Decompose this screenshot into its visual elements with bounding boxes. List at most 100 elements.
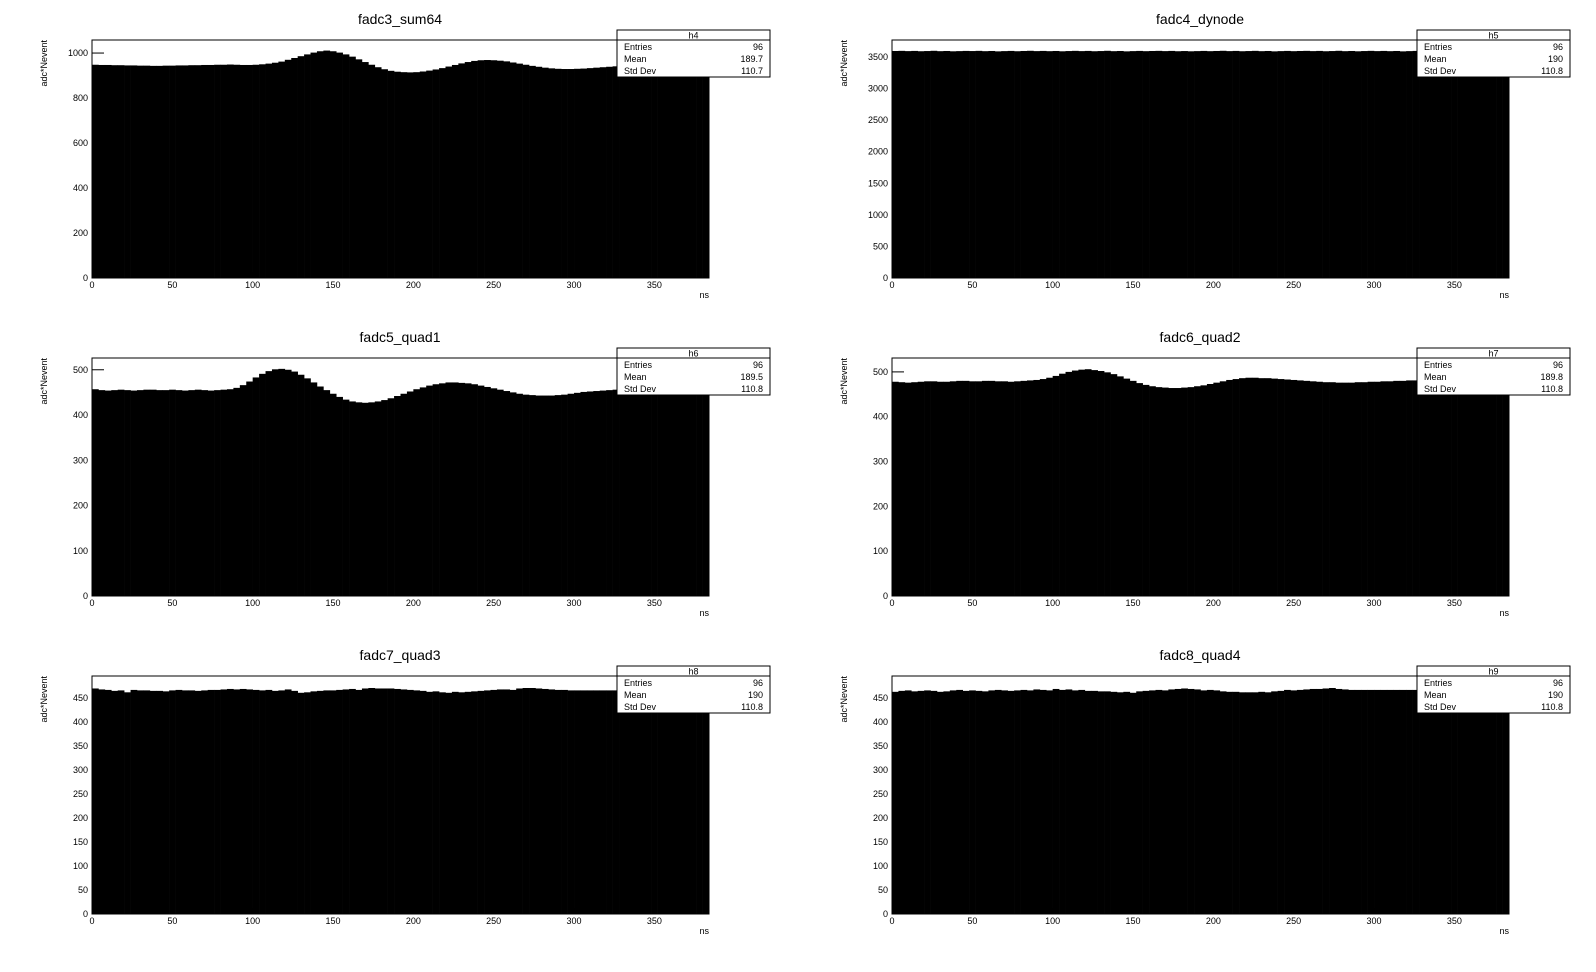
bar — [1245, 377, 1253, 596]
bar — [1290, 690, 1298, 914]
bar — [1399, 51, 1407, 278]
bar — [1136, 50, 1143, 279]
bar — [676, 689, 684, 914]
bar — [1200, 690, 1208, 914]
bar — [284, 689, 292, 914]
bar — [1033, 379, 1041, 596]
bar — [1329, 51, 1336, 278]
bar — [1187, 387, 1195, 596]
bar — [1232, 691, 1240, 914]
bar — [664, 65, 671, 278]
bar — [1219, 381, 1227, 596]
x-tick-label: 300 — [567, 280, 582, 290]
plot-frame — [91, 39, 710, 279]
x-tick-label: 250 — [1286, 598, 1301, 608]
bar — [917, 381, 925, 596]
stats-value: 189.8 — [1540, 372, 1563, 382]
bar — [1470, 689, 1478, 914]
bar — [361, 402, 369, 596]
bar — [1097, 51, 1105, 278]
bar — [1091, 51, 1098, 278]
bar — [214, 689, 221, 914]
bar — [233, 387, 241, 596]
bar — [1071, 50, 1079, 279]
y-tick-label: 1000 — [68, 48, 88, 58]
bar — [1354, 689, 1362, 914]
bar — [490, 60, 498, 279]
bar — [567, 393, 575, 596]
bar — [130, 65, 138, 278]
x-tick-label: 350 — [647, 916, 662, 926]
bar — [439, 68, 446, 278]
y-tick-label: 0 — [883, 591, 888, 601]
bar — [1059, 51, 1066, 279]
stats-label: Entries — [1424, 678, 1453, 688]
bar — [226, 389, 234, 596]
x-tick-label: 200 — [406, 598, 421, 608]
bar — [975, 50, 983, 279]
bar — [1431, 50, 1439, 279]
bar — [503, 391, 511, 596]
bar — [1483, 51, 1491, 279]
stats-label: Std Dev — [624, 66, 657, 76]
bar — [162, 65, 170, 278]
x-tick-label: 0 — [889, 280, 894, 290]
bar — [1219, 691, 1227, 914]
histogram-panel: fadc4_dynode0500100015002000250030003500… — [839, 11, 1571, 300]
bar — [1316, 688, 1323, 914]
bar — [496, 60, 504, 279]
bar — [278, 690, 286, 914]
bar — [664, 689, 671, 914]
bar — [1284, 50, 1291, 279]
bar — [1149, 386, 1156, 596]
bar — [1142, 384, 1150, 596]
bar — [316, 386, 324, 596]
y-axis-label: adc*Nevent — [839, 676, 849, 723]
bar — [1046, 51, 1053, 278]
bar — [426, 385, 433, 596]
bar — [368, 402, 376, 596]
bar — [1129, 51, 1137, 279]
y-axis-label: adc*Nevent — [839, 40, 849, 87]
bar — [529, 395, 536, 596]
bar — [1367, 381, 1375, 596]
bar — [981, 380, 989, 596]
bar — [451, 64, 459, 278]
bar — [1052, 375, 1060, 596]
histogram-panel: fadc7_quad3 0 50 100 150 200 250 300 350 400 450 0 5… — [39, 647, 771, 936]
bar — [1258, 691, 1266, 914]
bar — [1303, 50, 1311, 279]
bar — [638, 689, 646, 914]
bar — [464, 691, 472, 914]
bar — [387, 398, 395, 596]
bar — [1425, 51, 1433, 278]
bar — [1052, 688, 1060, 914]
bar — [381, 69, 388, 278]
bar — [188, 690, 196, 914]
bar — [419, 690, 427, 914]
bar — [278, 61, 286, 279]
bar — [1476, 689, 1484, 914]
bar — [567, 690, 575, 914]
bar — [194, 65, 202, 279]
bar — [1419, 51, 1426, 278]
bar — [117, 65, 125, 279]
y-tick-label: 500 — [73, 365, 88, 375]
histogram-panel: fadc5_quad1 0 100 200 300 400 500 0 50 100 150 200 2… — [39, 329, 771, 618]
bar — [1161, 51, 1169, 279]
bar — [464, 383, 472, 596]
x-tick-label: 150 — [1126, 916, 1141, 926]
bar — [1007, 690, 1015, 914]
bar — [1335, 382, 1343, 596]
stats-frame — [1416, 347, 1571, 396]
bar — [930, 381, 938, 596]
bar — [657, 387, 665, 596]
bar — [406, 391, 414, 596]
bar — [1489, 50, 1497, 279]
bar — [1065, 689, 1073, 914]
bar — [1091, 370, 1098, 596]
bar — [1226, 51, 1233, 279]
bar — [406, 72, 414, 279]
bar — [1033, 51, 1041, 279]
x-tick-label: 250 — [486, 916, 501, 926]
